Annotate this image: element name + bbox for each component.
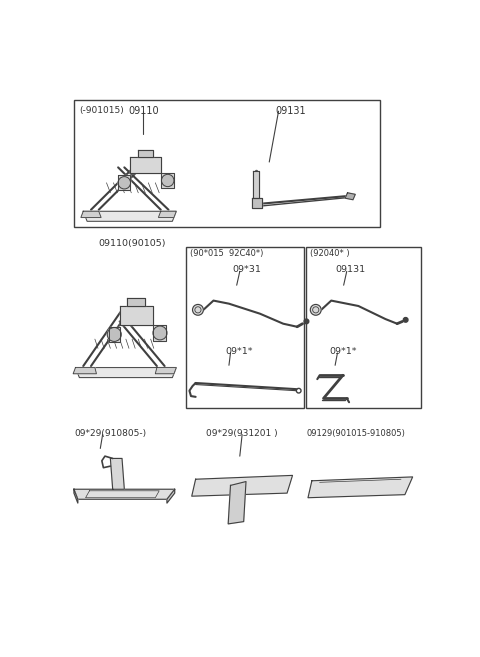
Polygon shape bbox=[252, 198, 262, 208]
Text: 09*29(931201 ): 09*29(931201 ) bbox=[206, 429, 277, 438]
Text: 09*1*: 09*1* bbox=[225, 347, 252, 356]
Text: 09110(90105): 09110(90105) bbox=[99, 239, 166, 248]
Circle shape bbox=[403, 317, 408, 322]
Circle shape bbox=[162, 174, 174, 187]
Polygon shape bbox=[156, 367, 176, 374]
Polygon shape bbox=[228, 482, 246, 524]
Text: 09*1*: 09*1* bbox=[329, 347, 357, 356]
Circle shape bbox=[311, 304, 321, 315]
Circle shape bbox=[304, 319, 309, 324]
Polygon shape bbox=[167, 489, 175, 503]
Circle shape bbox=[153, 326, 167, 340]
Polygon shape bbox=[253, 171, 259, 198]
Circle shape bbox=[192, 304, 204, 315]
Text: 09129(901015-910805): 09129(901015-910805) bbox=[306, 429, 405, 438]
Text: (92040* ): (92040* ) bbox=[311, 249, 350, 258]
Polygon shape bbox=[83, 212, 176, 221]
Polygon shape bbox=[158, 212, 176, 217]
Text: 09*31: 09*31 bbox=[232, 265, 261, 274]
Polygon shape bbox=[130, 158, 161, 173]
Polygon shape bbox=[81, 212, 101, 217]
Polygon shape bbox=[74, 489, 78, 503]
Polygon shape bbox=[120, 306, 153, 325]
Text: 09131: 09131 bbox=[276, 106, 306, 116]
Polygon shape bbox=[127, 298, 145, 306]
Text: (90*015  92C40*): (90*015 92C40*) bbox=[190, 249, 264, 258]
Polygon shape bbox=[345, 193, 355, 200]
Bar bbox=[306, 246, 421, 409]
Polygon shape bbox=[308, 477, 413, 498]
Polygon shape bbox=[153, 325, 166, 340]
Polygon shape bbox=[118, 175, 130, 191]
Circle shape bbox=[118, 177, 131, 189]
Polygon shape bbox=[192, 476, 292, 496]
Polygon shape bbox=[137, 150, 153, 158]
Polygon shape bbox=[74, 489, 175, 499]
Text: 09131: 09131 bbox=[335, 265, 365, 274]
Polygon shape bbox=[75, 367, 176, 378]
Bar bbox=[74, 101, 380, 227]
Text: 09*29(910805-): 09*29(910805-) bbox=[74, 429, 146, 438]
Polygon shape bbox=[110, 459, 124, 489]
Polygon shape bbox=[109, 327, 120, 342]
Circle shape bbox=[107, 328, 121, 342]
Text: (-901015): (-901015) bbox=[79, 106, 124, 115]
Polygon shape bbox=[73, 367, 96, 374]
Text: 09110: 09110 bbox=[128, 106, 159, 116]
Bar bbox=[186, 246, 304, 409]
Polygon shape bbox=[161, 173, 174, 188]
